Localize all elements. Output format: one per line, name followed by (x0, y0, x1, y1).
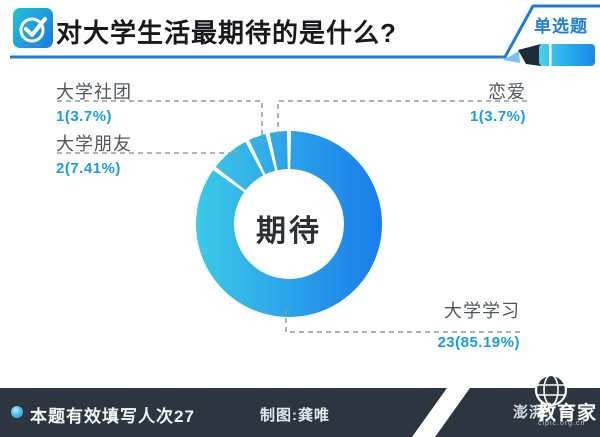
callout-value: 2(7.41%) (56, 159, 121, 177)
logo-text: 教育家 (537, 403, 598, 424)
globe-icon (534, 373, 568, 407)
marker-pen-icon (503, 44, 595, 66)
response-count: 本题有效填写人次27 (30, 407, 195, 426)
callout-label: 恋爱 (488, 82, 526, 102)
donut-segment-大学社团 (249, 134, 276, 175)
callout-value: 1(3.7%) (56, 107, 113, 125)
leader-line-xuexi (285, 309, 520, 333)
callout-label: 大学学习 (444, 301, 520, 321)
callout-shetuan: 大学社团 1(3.7%) (56, 82, 132, 125)
donut-chart (196, 131, 383, 317)
question-type-badge: 单选题 (534, 17, 588, 36)
leader-line-shetuan (57, 100, 263, 147)
callout-pengyou: 大学朋友 2(7.41%) (56, 134, 132, 177)
footer-bar: 本题有效填写人次27 制图:龚唯 (0, 388, 600, 437)
footer-diagonal-stripe (412, 388, 470, 437)
callout-label: 大学社团 (56, 82, 132, 102)
donut-center-label: 期待 (256, 215, 322, 248)
header-divider-line (10, 4, 600, 59)
donut-segment-大学学习 (196, 131, 383, 317)
page-title: 对大学生活最期待的是什么? (56, 18, 397, 48)
donut-segment-大学朋友 (215, 141, 264, 191)
callout-value: 1(3.7%) (469, 107, 526, 125)
callout-value: 23(85.19%) (437, 333, 520, 351)
callout-lianai: 恋爱 1(3.7%) (470, 82, 526, 125)
bullet-dot-icon (11, 406, 23, 418)
donut-segment-恋爱 (269, 131, 288, 171)
check-badge-icon (13, 8, 53, 48)
callout-xuexi: 大学学习 23(85.19%) (437, 301, 520, 351)
callout-label: 大学朋友 (56, 134, 132, 154)
leader-line-pengyou (57, 152, 239, 166)
logo-url-text: cipic.org.cn (538, 420, 586, 427)
credit-text: 制图:龚唯 (260, 407, 330, 424)
leader-line-lianai (277, 100, 527, 141)
logo-watermark-text: 澎湃 (513, 404, 546, 421)
